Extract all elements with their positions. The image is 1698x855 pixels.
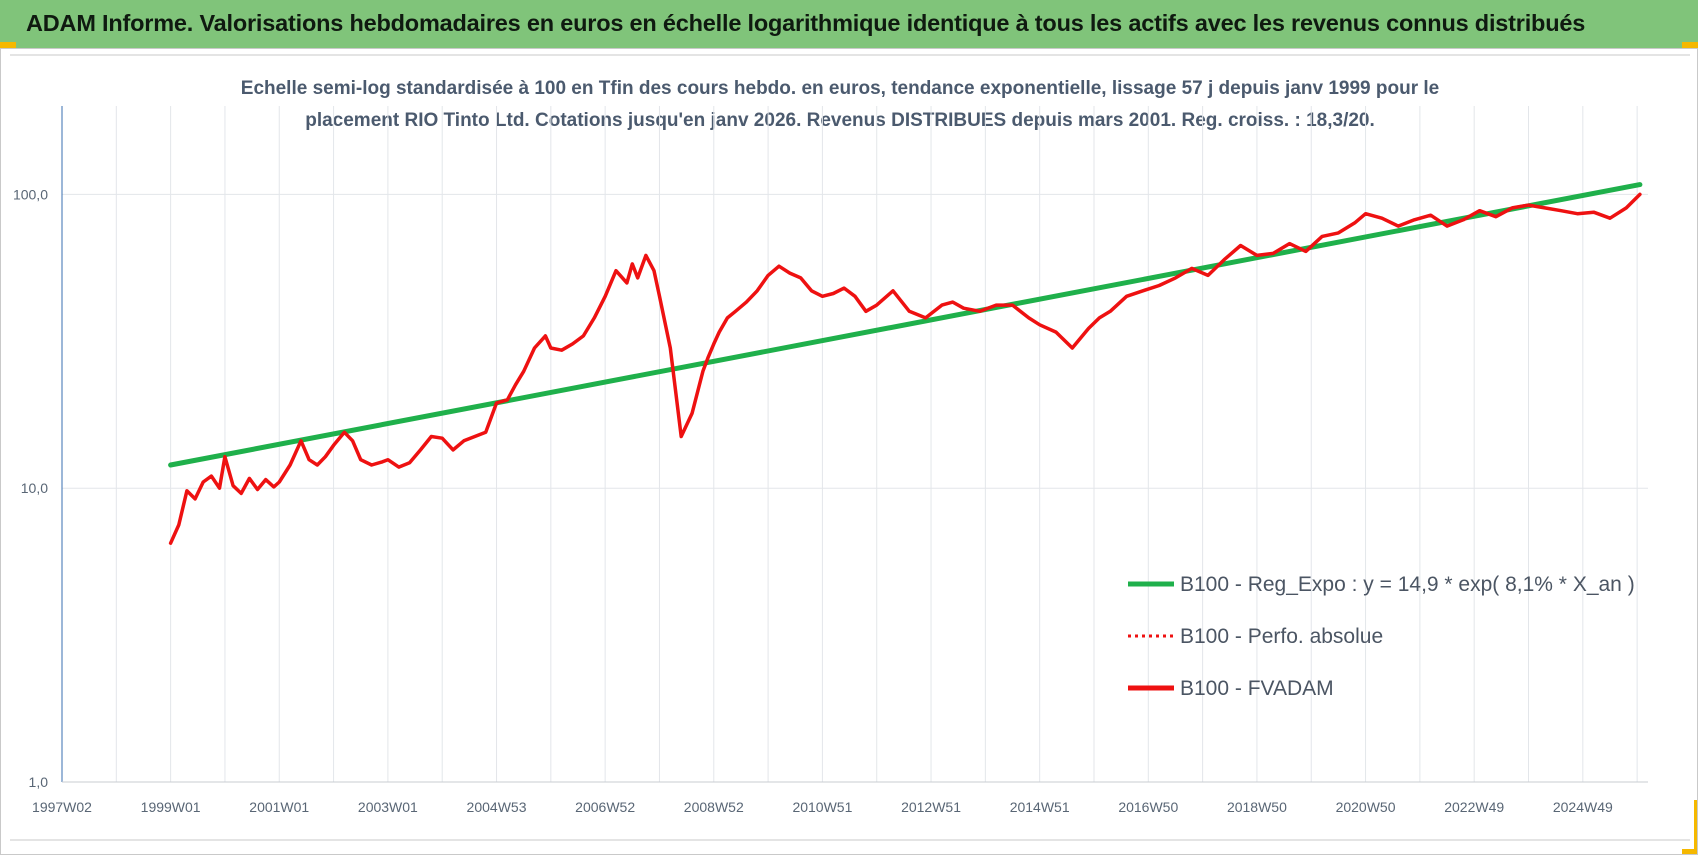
legend-label: B100 - Perfo. absolue: [1180, 625, 1383, 648]
x-tick-label: 2006W52: [575, 799, 635, 815]
legend-label: B100 - Reg_Expo : y = 14,9 * exp( 8,1% *…: [1180, 573, 1635, 596]
x-tick-label: 2012W51: [901, 799, 961, 815]
corner-mark-top-right: [1682, 42, 1698, 48]
axis-layer: 1,0 10,0 100,0 1997W02 1999W01 2001W01 2003W01…: [13, 106, 1648, 815]
x-tick-label: 2001W01: [249, 799, 309, 815]
frame-bottom-rule: [10, 839, 1690, 841]
series-line-fvadam: [168, 192, 1642, 545]
header-banner: ADAM Informe. Valorisations hebdomadaire…: [0, 0, 1698, 48]
y-tick-label: 10,0: [21, 480, 48, 496]
x-tick-label: 2010W51: [792, 799, 852, 815]
chart-title-line-1: Echelle semi-log standardisée à 100 en T…: [240, 78, 1440, 99]
x-tick-label: 2016W50: [1118, 799, 1178, 815]
x-tick-label: 2004W53: [467, 799, 527, 815]
corner-mark-bottom-right: [1694, 800, 1698, 855]
x-tick-label: 2018W50: [1227, 799, 1287, 815]
corner-mark-top-left: [0, 42, 16, 48]
frame-top-rule: [10, 54, 1690, 56]
x-tick-label: 2022W49: [1444, 799, 1504, 815]
series-layer: [168, 182, 1643, 545]
series-line-regression: [168, 182, 1643, 468]
x-tick-label: 2003W01: [358, 799, 418, 815]
y-tick-label: 100,0: [13, 186, 48, 202]
x-tick-label: 2020W50: [1336, 799, 1396, 815]
x-tick-label: 2008W52: [684, 799, 744, 815]
legend: B100 - Reg_Expo : y = 14,9 * exp( 8,1% *…: [1128, 573, 1635, 700]
corner-mark-bottom-right-foot: [1682, 849, 1698, 855]
x-tick-label: 1999W01: [141, 799, 201, 815]
x-tick-label: 2024W49: [1553, 799, 1613, 815]
legend-label: B100 - FVADAM: [1180, 677, 1334, 700]
x-tick-label: 2014W51: [1010, 799, 1070, 815]
x-tick-label: 1997W02: [32, 799, 92, 815]
chart-title-line-2: placement RIO Tinto Ltd. Cotations jusqu…: [305, 110, 1375, 131]
page-title: ADAM Informe. Valorisations hebdomadaire…: [26, 10, 1586, 36]
y-tick-label: 1,0: [29, 774, 49, 790]
